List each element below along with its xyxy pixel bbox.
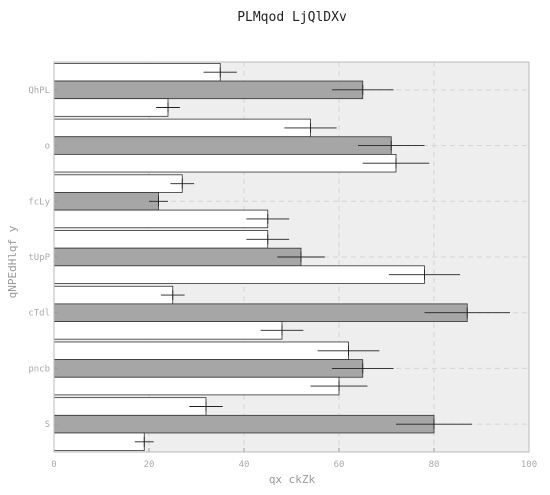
x-tick-label: 100 (521, 460, 537, 470)
x-tick-label: 80 (429, 460, 440, 470)
bar (53, 153, 397, 173)
bar (53, 303, 468, 322)
chart-title: PLMqod LjQlDXv (237, 10, 347, 25)
x-axis-label: qx ckZk (269, 473, 316, 486)
y-ticks: QhPL o fcLy tUpP cTdl pncb S (28, 86, 58, 430)
bar (53, 230, 269, 249)
bar (53, 62, 221, 82)
bar (53, 192, 159, 211)
x-tick-label: 20 (144, 460, 155, 470)
y-tick-label: tUpP (28, 253, 50, 263)
bar (53, 397, 207, 416)
bar (53, 174, 183, 193)
x-tick-label: 60 (334, 460, 345, 470)
bar (53, 359, 364, 378)
y-axis-label: qNPEdHlqf y (6, 225, 19, 298)
bars-group (53, 62, 510, 452)
y-tick-label: QhPL (28, 86, 50, 96)
bar (53, 341, 349, 361)
y-tick-label: fcLy (28, 197, 50, 207)
y-tick-label: o (45, 142, 50, 152)
x-tick-label: 0 (51, 460, 56, 470)
bar (53, 247, 302, 267)
bar (53, 414, 435, 434)
plot-border (53, 61, 530, 453)
bar (53, 265, 425, 284)
y-tick-label: cTdl (28, 309, 50, 319)
x-tick-label: 40 (239, 460, 250, 470)
bar (53, 209, 269, 229)
bar (53, 118, 311, 138)
bar (53, 80, 364, 100)
x-ticks: 0 20 40 60 80 100 (51, 448, 537, 470)
y-tick-label: S (45, 420, 50, 430)
bar (53, 432, 145, 452)
bar (53, 376, 340, 396)
bar (53, 98, 169, 117)
bar (53, 136, 392, 155)
bar (53, 285, 174, 305)
bar (53, 321, 283, 340)
y-tick-label: pncb (28, 364, 50, 374)
